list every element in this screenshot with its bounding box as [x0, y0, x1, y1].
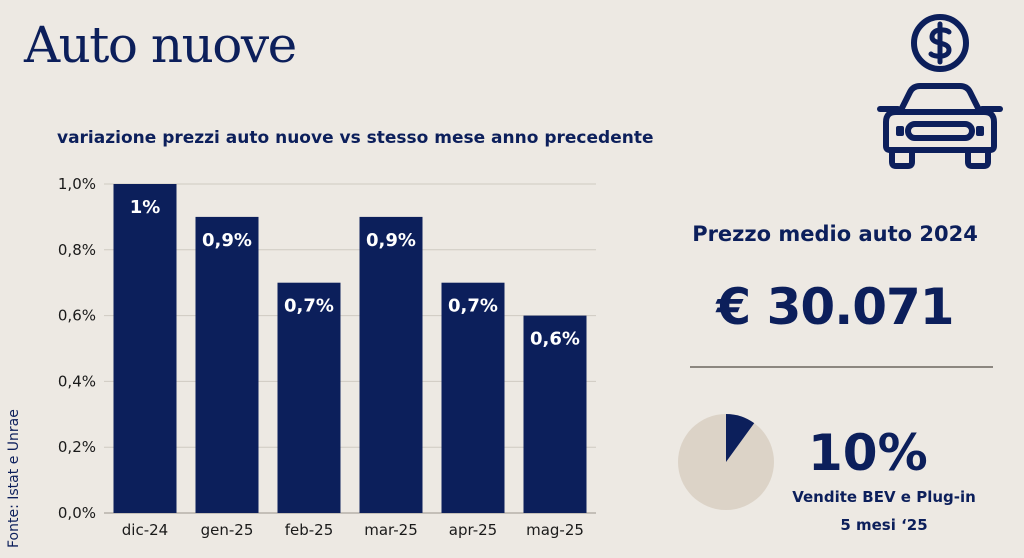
divider: [690, 366, 993, 368]
bar-gen-25: [195, 216, 259, 513]
x-tick-label: mag-25: [526, 521, 584, 539]
avg-price-value: € 30.071: [716, 278, 954, 336]
bar-data-label: 0,7%: [284, 296, 334, 317]
x-tick-label: mar-25: [364, 521, 418, 539]
page-title: Auto nuove: [24, 16, 297, 74]
x-tick-label: dic-24: [122, 521, 168, 539]
bar-mar-25: [359, 216, 423, 513]
bar-feb-25: [277, 282, 341, 513]
bev-share-label: Vendite BEV e Plug-in: [792, 488, 976, 506]
pie-slice-bev: [726, 414, 755, 462]
x-tick-label: apr-25: [449, 521, 497, 539]
bar-chart: 0,0% 0,2% 0,4% 0,6% 0,8% 1,0% 1% 0,9% 0,7% 0,9% 0…: [58, 175, 596, 539]
bev-share-value: 10%: [808, 424, 928, 482]
y-tick-label: 1,0%: [58, 175, 96, 193]
share-pie: [678, 414, 774, 510]
bar-data-label: 0,9%: [366, 230, 416, 251]
dollar-coin-icon: [911, 14, 969, 72]
y-tick-label: 0,6%: [58, 307, 96, 325]
bar-data-label: 0,6%: [530, 329, 580, 350]
x-tick-label: gen-25: [201, 521, 254, 539]
y-tick-label: 0,2%: [58, 438, 96, 456]
y-tick-label: 0,4%: [58, 372, 96, 390]
bar-dic-24: [113, 184, 177, 513]
bev-share-period: 5 mesi ‘25: [840, 516, 928, 534]
bar-data-label: 1%: [130, 197, 161, 218]
chart-title: variazione prezzi auto nuove vs stesso m…: [57, 128, 654, 148]
y-tick-label: 0,0%: [58, 504, 96, 522]
bar-data-label: 0,7%: [448, 296, 498, 317]
bar-apr-25: [441, 282, 505, 513]
car-icon: [877, 14, 1003, 169]
y-tick-label: 0,8%: [58, 241, 96, 259]
avg-price-label: Prezzo medio auto 2024: [692, 222, 978, 246]
bar-mag-25: [523, 315, 587, 513]
bar-data-label: 0,9%: [202, 230, 252, 251]
x-tick-label: feb-25: [285, 521, 334, 539]
